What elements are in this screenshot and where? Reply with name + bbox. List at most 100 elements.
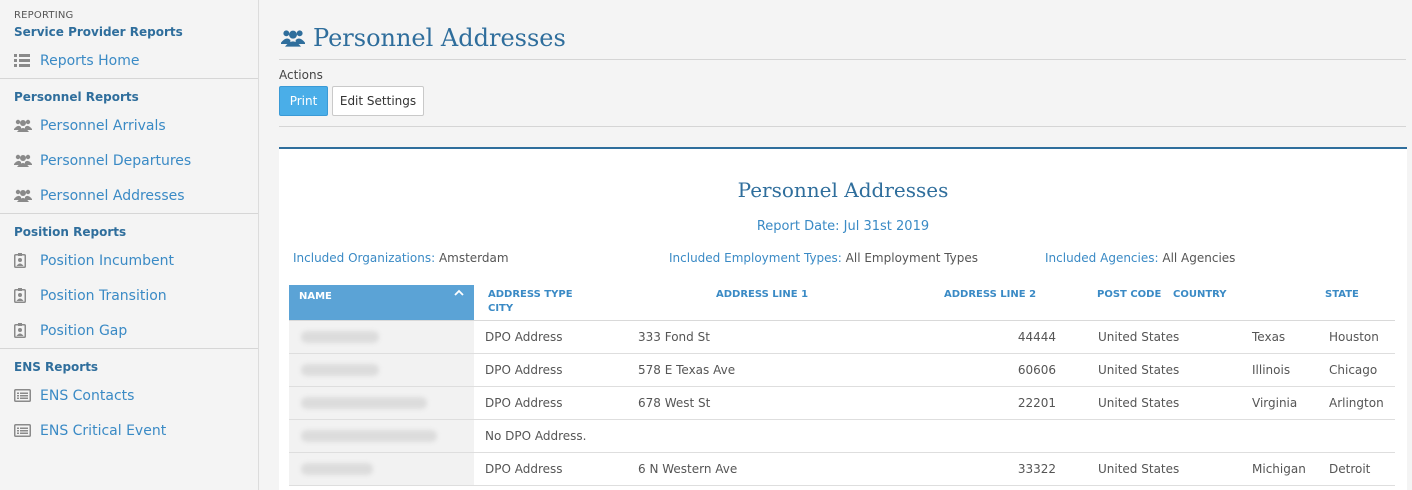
badge-icon (14, 253, 40, 268)
city-cell: Detroit (1329, 462, 1371, 476)
sidebar-kicker: REPORTING (14, 10, 74, 21)
column-header-label: NAME (299, 291, 332, 302)
sidebar-heading-position: Position Reports (14, 225, 127, 239)
sidebar-item-position-gap[interactable]: Position Gap (14, 313, 244, 348)
name-cell-redacted (289, 321, 474, 353)
filter-agencies: Included Agencies: All Agencies (1045, 251, 1235, 265)
name-cell-redacted (289, 354, 474, 386)
name-cell-redacted (289, 387, 474, 419)
redacted-text (301, 331, 379, 343)
state-cell: Texas (1252, 330, 1286, 344)
table-row[interactable]: DPO Address 678 West St 22201 United Sta… (289, 387, 1395, 420)
sidebar-item-label: Personnel Arrivals (40, 117, 166, 134)
edit-settings-button[interactable]: Edit Settings (332, 86, 424, 116)
redacted-text (301, 430, 437, 442)
redacted-text (301, 397, 427, 409)
print-button[interactable]: Print (279, 86, 328, 116)
city-cell: Houston (1329, 330, 1379, 344)
column-header-label: ADDRESS TYPE (488, 289, 573, 300)
filter-label: Included Agencies: (1045, 251, 1159, 265)
column-header-state[interactable]: STATE (1325, 289, 1359, 300)
sidebar-section-ens: ENS Reports ENS Contacts ENS Critical Ev… (0, 349, 258, 448)
address-line-1-cell: 578 E Texas Ave (638, 363, 736, 377)
address-line-1-cell: 678 West St (638, 396, 711, 410)
sidebar-item-ens-contacts[interactable]: ENS Contacts (14, 378, 244, 413)
filter-label: Included Employment Types: (669, 251, 842, 265)
column-header-address-line-1[interactable]: ADDRESS LINE 1 (716, 289, 809, 300)
country-cell: United States (1098, 330, 1180, 344)
card-list-icon (14, 424, 40, 437)
address-type-cell: DPO Address (485, 363, 563, 377)
sidebar-item-ens-critical-event[interactable]: ENS Critical Event (14, 413, 244, 448)
column-header-country[interactable]: COUNTRY (1173, 289, 1227, 300)
country-cell: United States (1098, 396, 1180, 410)
sidebar-heading-ens: ENS Reports (14, 360, 99, 374)
address-type-cell: No DPO Address. (485, 429, 587, 443)
address-type-cell: DPO Address (485, 462, 563, 476)
redacted-text (301, 463, 373, 475)
sidebar-item-reports-home[interactable]: Reports Home (14, 43, 244, 78)
sidebar-item-label: Position Gap (40, 322, 128, 339)
main-content: Personnel Addresses Actions Print Edit S… (259, 0, 1412, 490)
filter-employment-types: Included Employment Types: All Employmen… (669, 251, 978, 265)
users-icon (281, 28, 305, 48)
name-cell-redacted (289, 420, 474, 452)
post-code-cell: 60606 (1017, 363, 1056, 377)
sidebar-item-personnel-departures[interactable]: Personnel Departures (14, 143, 244, 178)
list-icon (14, 54, 40, 67)
country-cell: United States (1098, 363, 1180, 377)
filter-value: All Employment Types (841, 251, 979, 265)
sidebar-section-position: Position Reports Position Incumbent Posi… (0, 214, 258, 349)
sidebar-item-label: Position Incumbent (40, 252, 175, 269)
column-header-post-code[interactable]: POST CODE (1097, 289, 1162, 300)
address-line-1-cell: 6 N Western Ave (638, 462, 738, 476)
city-cell: Arlington (1329, 396, 1384, 410)
sidebar-item-label: ENS Critical Event (40, 422, 167, 439)
column-header-address-type[interactable]: ADDRESS TYPE CITY (488, 288, 573, 316)
table-row[interactable]: No DPO Address. (289, 420, 1395, 453)
sidebar-heading-service-provider: Service Provider Reports (14, 25, 183, 39)
table-row[interactable]: DPO Address 6 N Western Ave 33322 United… (289, 453, 1395, 486)
sidebar-item-personnel-addresses[interactable]: Personnel Addresses (14, 178, 244, 213)
sidebar-item-label: ENS Contacts (40, 387, 135, 404)
sidebar-item-position-incumbent[interactable]: Position Incumbent (14, 243, 244, 278)
divider (279, 126, 1406, 127)
state-cell: Virginia (1252, 396, 1298, 410)
sidebar-item-position-transition[interactable]: Position Transition (14, 278, 244, 313)
actions-label: Actions (279, 68, 323, 82)
sidebar-heading-personnel: Personnel Reports (14, 90, 139, 104)
post-code-cell: 33322 (1017, 462, 1056, 476)
page-title: Personnel Addresses (281, 24, 566, 52)
redacted-text (301, 364, 379, 376)
table-row[interactable]: DPO Address 333 Fond St 44444 United Sta… (289, 321, 1395, 354)
column-header-name[interactable]: NAME (289, 285, 474, 321)
state-cell: Illinois (1252, 363, 1291, 377)
report-date: Report Date: Jul 31st 2019 (756, 219, 930, 234)
address-type-cell: DPO Address (485, 396, 563, 410)
sidebar-item-label: Position Transition (40, 287, 167, 304)
table-row[interactable]: DPO Address 578 E Texas Ave 60606 United… (289, 354, 1395, 387)
sidebar: REPORTING Service Provider Reports Repor… (0, 0, 259, 490)
card-list-icon (14, 389, 40, 402)
address-line-1-cell: 333 Fond St (638, 330, 710, 344)
post-code-cell: 44444 (1017, 330, 1056, 344)
users-icon (14, 154, 40, 167)
sidebar-item-label: Reports Home (40, 52, 140, 69)
filter-organizations: Included Organizations: Amsterdam (293, 251, 509, 265)
post-code-cell: 22201 (1017, 396, 1056, 410)
column-header-address-line-2[interactable]: ADDRESS LINE 2 (944, 289, 1037, 300)
name-cell-redacted (289, 453, 474, 485)
report-panel: Personnel Addresses Report Date: Jul 31s… (279, 147, 1407, 490)
badge-icon (14, 323, 40, 338)
divider (279, 59, 1406, 60)
sidebar-item-personnel-arrivals[interactable]: Personnel Arrivals (14, 108, 244, 143)
filter-value: Amsterdam (435, 251, 509, 265)
city-cell: Chicago (1329, 363, 1378, 377)
divider (289, 320, 1395, 321)
state-cell: Michigan (1252, 462, 1306, 476)
users-icon (14, 189, 40, 202)
page-title-text: Personnel Addresses (313, 24, 566, 52)
column-header-label: CITY (488, 303, 514, 314)
sidebar-item-label: Personnel Addresses (40, 187, 185, 204)
sidebar-section-personnel: Personnel Reports Personnel Arrivals Per… (0, 79, 258, 214)
